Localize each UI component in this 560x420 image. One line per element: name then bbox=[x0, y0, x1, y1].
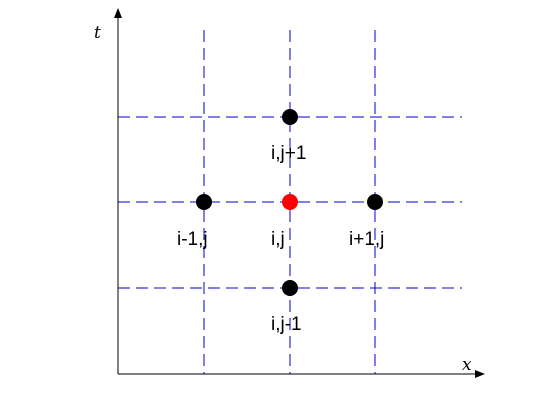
node-right bbox=[367, 194, 383, 210]
node-center bbox=[282, 194, 298, 210]
node-label-left: i-1,j bbox=[177, 229, 208, 250]
node-label-right: i+1,j bbox=[349, 229, 384, 250]
x-axis-label: x bbox=[462, 355, 472, 375]
node-label-center: i,j bbox=[271, 229, 285, 250]
node-left bbox=[196, 194, 212, 210]
grid-nodes bbox=[196, 109, 383, 296]
t-axis-label: t bbox=[94, 23, 101, 43]
node-label-top: i,j+1 bbox=[271, 143, 306, 164]
node-label-bottom: i,j-1 bbox=[271, 314, 302, 335]
node-top bbox=[282, 109, 298, 125]
node-bottom bbox=[282, 280, 298, 296]
